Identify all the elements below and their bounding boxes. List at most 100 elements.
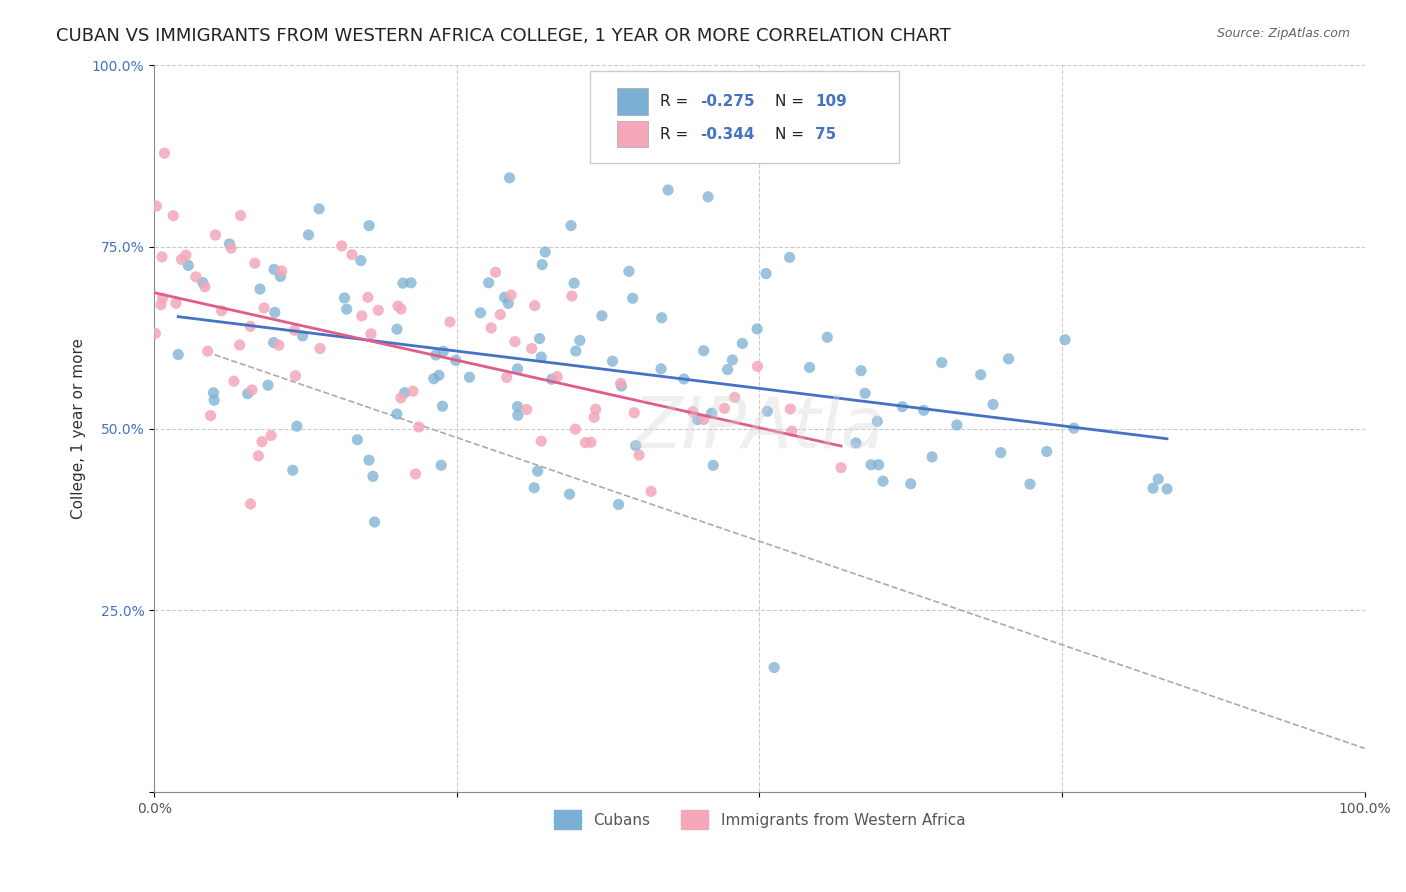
Point [177, 259, 200, 273]
Point [389, 301, 412, 316]
Point [716, 362, 738, 376]
Point [350, 253, 373, 268]
Text: CUBAN VS IMMIGRANTS FROM WESTERN AFRICA COLLEGE, 1 YEAR OR MORE CORRELATION CHAR: CUBAN VS IMMIGRANTS FROM WESTERN AFRICA … [56, 27, 950, 45]
Point [297, 227, 319, 242]
Point [868, 458, 890, 472]
Point [574, 435, 596, 450]
Point [713, 401, 735, 416]
Point [506, 400, 529, 414]
Point [745, 322, 768, 336]
Point [260, 428, 283, 442]
Point [693, 412, 716, 426]
Point [385, 407, 408, 421]
Point [866, 414, 889, 428]
Point [997, 351, 1019, 366]
Point [498, 170, 520, 185]
Point [367, 303, 389, 318]
Point [891, 400, 914, 414]
Point [623, 406, 645, 420]
Point [506, 361, 529, 376]
Point [779, 402, 801, 417]
Point [1147, 472, 1170, 486]
Point [568, 334, 591, 348]
Text: Source: ZipAtlas.com: Source: ZipAtlas.com [1216, 27, 1350, 40]
Point [285, 419, 308, 434]
Point [145, 199, 167, 213]
Point [853, 386, 876, 401]
Point [263, 305, 285, 319]
Point [470, 306, 492, 320]
Point [197, 344, 219, 359]
Point [499, 288, 522, 302]
Point [779, 251, 801, 265]
Point [150, 298, 173, 312]
Point [900, 476, 922, 491]
Point [191, 276, 214, 290]
Point [849, 364, 872, 378]
Point [425, 348, 447, 362]
Text: -0.275: -0.275 [700, 94, 755, 109]
Point [150, 250, 173, 264]
Point [360, 326, 382, 341]
Point [284, 368, 307, 383]
Point [686, 412, 709, 426]
Point [399, 276, 422, 290]
Point [219, 241, 242, 255]
Text: 75: 75 [815, 127, 837, 142]
Point [243, 256, 266, 270]
Point [946, 417, 969, 432]
Point [564, 422, 586, 436]
Point [247, 449, 270, 463]
Point [872, 474, 894, 488]
Point [200, 409, 222, 423]
Point [799, 360, 821, 375]
Point [526, 464, 548, 478]
Point [479, 321, 502, 335]
Point [845, 436, 868, 450]
Point [617, 264, 640, 278]
Point [239, 319, 262, 334]
Point [530, 350, 553, 364]
Point [621, 291, 644, 305]
Point [498, 296, 520, 310]
Point [240, 383, 263, 397]
Point [724, 391, 747, 405]
Point [1142, 481, 1164, 495]
Point [184, 269, 207, 284]
Point [702, 458, 724, 473]
Point [540, 372, 562, 386]
Text: 109: 109 [815, 94, 846, 109]
Point [174, 248, 197, 262]
Point [650, 361, 672, 376]
Point [610, 379, 633, 393]
Point [291, 329, 314, 343]
Point [408, 420, 430, 434]
Point [495, 370, 517, 384]
Point [860, 458, 883, 472]
Point [503, 334, 526, 349]
Point [721, 353, 744, 368]
Point [357, 453, 380, 467]
Point [921, 450, 943, 464]
Point [165, 296, 187, 310]
Point [263, 335, 285, 350]
Point [583, 410, 606, 425]
Point [494, 290, 516, 304]
Point [444, 353, 467, 368]
Point [202, 385, 225, 400]
Point [253, 301, 276, 315]
Point [516, 402, 538, 417]
Point [560, 219, 582, 233]
Point [309, 342, 332, 356]
Point [229, 209, 252, 223]
Point [591, 309, 613, 323]
Point [763, 660, 786, 674]
Point [423, 372, 446, 386]
Point [700, 406, 723, 420]
Point [1053, 333, 1076, 347]
Point [981, 397, 1004, 411]
Point [336, 302, 359, 317]
Point [222, 374, 245, 388]
Point [562, 276, 585, 290]
Point [546, 369, 568, 384]
